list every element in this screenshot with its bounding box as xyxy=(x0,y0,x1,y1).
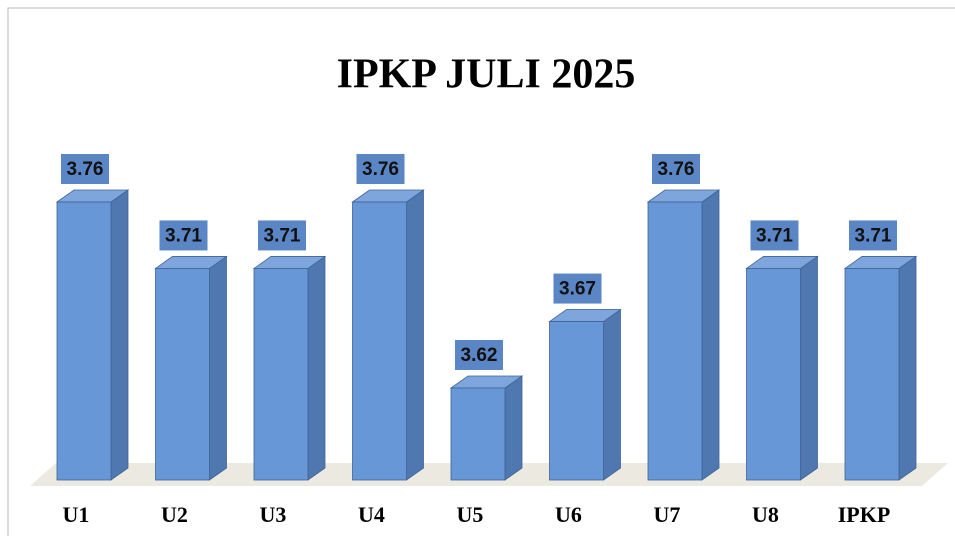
value-label-bg xyxy=(258,220,306,251)
value-label-bg xyxy=(356,154,405,184)
bar xyxy=(449,375,524,481)
x-tick-label: U2 xyxy=(161,502,188,527)
value-label: 3.71 xyxy=(165,225,202,246)
bar xyxy=(745,255,819,481)
bar-front xyxy=(647,201,703,481)
bar-front xyxy=(746,268,801,481)
bars xyxy=(55,189,918,481)
bar-front xyxy=(56,201,112,481)
bar-front xyxy=(253,268,309,481)
chart-title: IPKP JULI 2025 xyxy=(337,52,636,98)
value-label-bg xyxy=(849,220,897,251)
value-label: 3.67 xyxy=(559,279,596,300)
value-label-bg xyxy=(455,340,503,370)
value-label-bg xyxy=(750,220,799,251)
bar-front xyxy=(450,387,506,481)
bar xyxy=(252,255,327,481)
x-tick-label: IPKP xyxy=(838,502,891,527)
bar-front xyxy=(549,321,604,481)
bar-side xyxy=(701,189,720,481)
value-label: 3.76 xyxy=(362,159,399,180)
bar xyxy=(55,189,130,481)
value-label-bg xyxy=(61,154,109,184)
bar xyxy=(154,255,228,481)
x-tick-label: U5 xyxy=(457,502,484,527)
bar xyxy=(351,189,425,481)
value-label: 3.71 xyxy=(264,225,301,246)
bar-side xyxy=(209,255,227,481)
bar xyxy=(548,308,622,481)
value-label-bg xyxy=(553,273,602,304)
bar-front xyxy=(155,268,210,481)
value-label: 3.71 xyxy=(855,225,892,246)
bar-side xyxy=(504,375,523,481)
chart-border xyxy=(7,7,955,536)
x-tick-label: U1 xyxy=(63,502,90,527)
bar xyxy=(646,189,721,481)
bar-side xyxy=(898,255,917,481)
bar-front xyxy=(844,268,900,481)
bar-side xyxy=(800,255,818,481)
value-label: 3.76 xyxy=(67,159,104,180)
bar-side xyxy=(406,189,424,481)
x-tick-label: U4 xyxy=(358,502,385,527)
value-label-bg xyxy=(652,154,700,184)
x-tick-label: U7 xyxy=(654,502,681,527)
x-tick-label: U3 xyxy=(260,502,287,527)
x-tick-label: U6 xyxy=(555,502,582,527)
value-label: 3.62 xyxy=(461,345,498,366)
bar-side xyxy=(307,255,326,481)
x-tick-label: U8 xyxy=(752,502,779,527)
bar xyxy=(843,255,918,481)
value-label-bg xyxy=(159,220,208,251)
bar-front xyxy=(352,201,407,481)
value-label: 3.71 xyxy=(756,225,793,246)
bar-side xyxy=(110,189,129,481)
value-label: 3.76 xyxy=(658,159,695,180)
bar-side xyxy=(603,308,621,481)
